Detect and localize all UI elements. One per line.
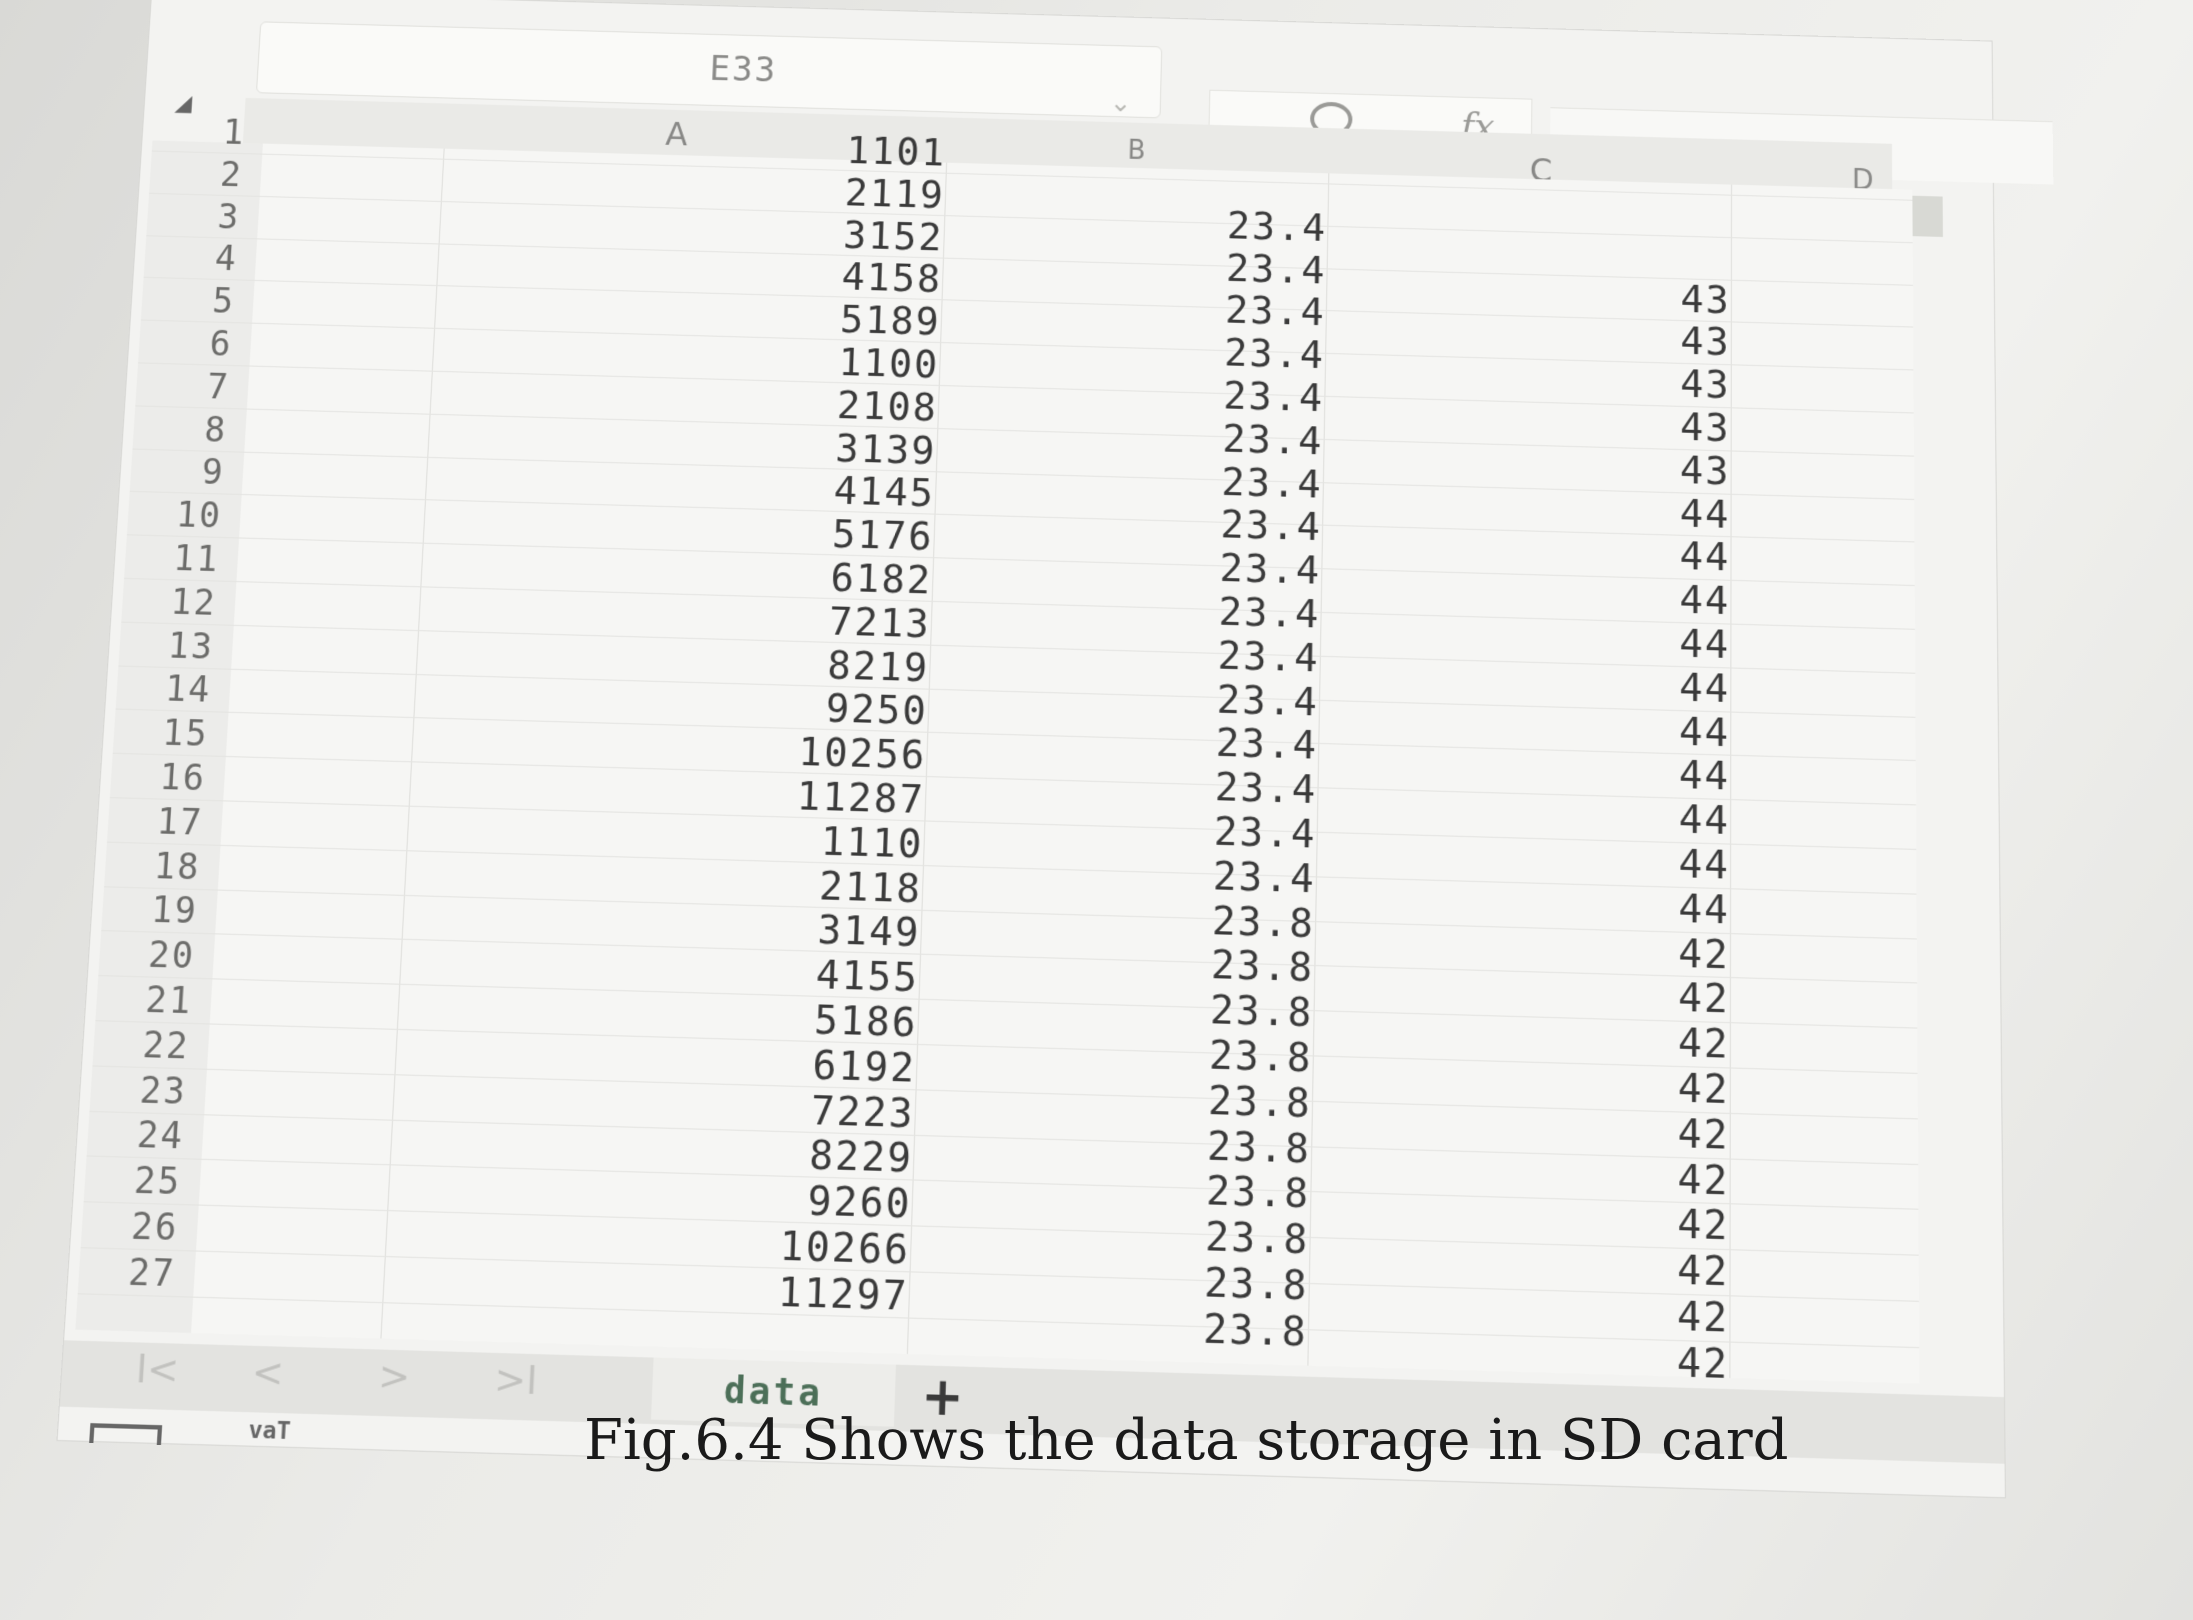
cell-c[interactable]: 42 — [1307, 1329, 1729, 1386]
status-panel-icon[interactable] — [89, 1423, 162, 1445]
row-number[interactable]: 21 — [95, 977, 193, 1023]
row-number[interactable]: 23 — [90, 1067, 189, 1113]
row-number[interactable]: 9 — [130, 450, 226, 494]
row-number[interactable]: 2 — [149, 152, 244, 195]
next-sheet-button[interactable]: > — [377, 1354, 411, 1400]
cell-b[interactable]: 23.8 — [907, 1297, 1308, 1353]
first-sheet-button[interactable]: I< — [135, 1347, 181, 1394]
row-number[interactable]: 22 — [93, 1022, 191, 1068]
row-number[interactable]: 26 — [81, 1203, 180, 1250]
row-number[interactable]: 3 — [146, 194, 241, 237]
row-number[interactable]: 11 — [124, 536, 221, 580]
row-number[interactable]: 19 — [101, 888, 199, 933]
row-number[interactable]: 20 — [98, 932, 196, 978]
row-number[interactable]: 4 — [144, 237, 239, 280]
row-number[interactable]: 10 — [127, 493, 223, 537]
spreadsheet-window: E33 ⌄ fx ◢ A B C D 1 1101 2 2119 23.4 3 3152 23… — [56, 0, 2005, 1498]
row-number[interactable]: 6 — [138, 322, 234, 365]
row-number[interactable]: 27 — [78, 1249, 177, 1296]
name-box-value: E33 — [709, 49, 778, 91]
row-number[interactable]: 15 — [113, 711, 210, 756]
prev-sheet-button[interactable]: < — [251, 1350, 285, 1396]
row-number[interactable]: 13 — [118, 623, 215, 668]
row-number[interactable]: 7 — [135, 364, 231, 408]
row-number[interactable]: 24 — [87, 1112, 186, 1158]
row-number[interactable]: 14 — [116, 667, 213, 712]
row-number[interactable]: 8 — [133, 407, 229, 451]
row-number[interactable]: 12 — [121, 580, 218, 624]
last-sheet-button[interactable]: >I — [493, 1357, 538, 1404]
figure-caption: Fig.6.4 Shows the data storage in SD car… — [584, 1408, 1788, 1473]
row-number[interactable]: 16 — [110, 755, 207, 800]
row-number[interactable]: 25 — [84, 1158, 183, 1204]
chevron-down-icon[interactable]: ⌄ — [1109, 88, 1132, 119]
row-number[interactable]: 1 — [152, 110, 247, 153]
row-number[interactable]: 5 — [141, 279, 236, 322]
row-number[interactable]: 18 — [104, 843, 202, 888]
status-text: vaT — [248, 1417, 292, 1446]
row-number[interactable]: 17 — [107, 799, 205, 844]
cell-grid[interactable]: 1 1101 2 2119 23.4 3 3152 23.4 43 4 4158 23.4 43 5 518… — [191, 144, 1919, 1384]
